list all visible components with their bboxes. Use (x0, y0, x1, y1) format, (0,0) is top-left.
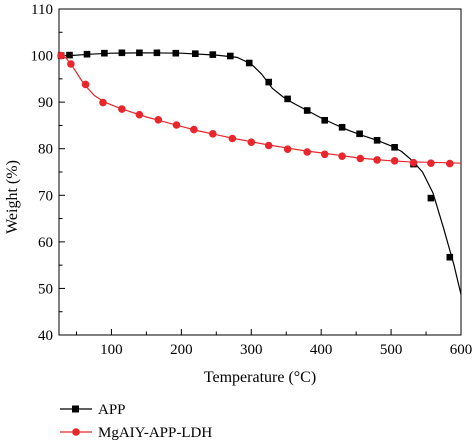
data-point-mgaiy-app-ldh (373, 156, 381, 164)
y-tick-label: 60 (38, 235, 53, 251)
y-tick-label: 40 (38, 328, 53, 344)
y-tick-label: 80 (38, 142, 53, 158)
x-tick-label: 200 (170, 342, 193, 358)
data-point-mgaiy-app-ldh (154, 116, 163, 124)
data-point-app (321, 117, 328, 124)
data-point-app (446, 253, 454, 261)
data-point-mgaiy-app-ldh (427, 159, 435, 167)
data-point-mgaiy-app-ldh (228, 134, 237, 143)
data-point-mgaiy-app-ldh (209, 130, 217, 138)
y-axis-label: Weight (%) (4, 160, 21, 234)
data-point-mgaiy-app-ldh (303, 148, 312, 156)
series-app (57, 49, 462, 295)
legend-marker-mgaiy-app-ldh (72, 428, 80, 436)
data-point-mgaiy-app-ldh (99, 98, 107, 107)
data-point-mgaiy-app-ldh (135, 110, 144, 119)
data-point-app (227, 52, 234, 60)
data-point-app (172, 49, 180, 57)
data-point-app (209, 51, 217, 58)
legend-entry-app: APP (60, 402, 126, 418)
x-tick-label: 100 (100, 342, 123, 358)
y-tick-label: 110 (31, 2, 53, 18)
data-point-app (338, 124, 346, 131)
data-point-mgaiy-app-ldh (67, 60, 75, 68)
legend: APP MgAIY-APP-LDH (60, 402, 212, 441)
x-axis-label: Temperature (°C) (204, 369, 316, 386)
y-tick-label: 50 (38, 281, 53, 297)
data-point-app (245, 59, 253, 67)
data-point-mgaiy-app-ldh (409, 158, 418, 167)
legend-label-mgaiy-app-ldh: MgAIY-APP-LDH (98, 425, 212, 441)
data-point-mgaiy-app-ldh (57, 51, 65, 60)
data-point-mgaiy-app-ldh (356, 154, 365, 163)
data-point-mgaiy-app-ldh (247, 138, 256, 146)
x-tick-label: 300 (240, 342, 263, 358)
data-point-app (391, 144, 398, 151)
data-point-mgaiy-app-ldh (338, 152, 346, 160)
x-tick-label: 600 (450, 342, 473, 358)
legend-marker-app (72, 405, 79, 413)
data-point-mgaiy-app-ldh (320, 150, 329, 159)
data-point-app (136, 49, 143, 57)
data-point-app (66, 51, 73, 59)
data-point-mgaiy-app-ldh (283, 145, 292, 153)
data-point-app (356, 130, 363, 138)
y-tick-label: 90 (38, 95, 53, 111)
data-point-app (373, 137, 381, 144)
legend-label-app: APP (98, 402, 126, 418)
plot-frame (58, 8, 462, 336)
y-tick-label: 100 (31, 49, 54, 65)
data-point-mgaiy-app-ldh (118, 105, 126, 113)
data-point-mgaiy-app-ldh (190, 125, 198, 134)
series-mgaiy-app-ldh (57, 51, 462, 168)
data-point-app (83, 50, 91, 58)
data-point-mgaiy-app-ldh (264, 141, 273, 150)
data-point-app (101, 49, 108, 57)
data-point-app (265, 78, 272, 86)
data-point-mgaiy-app-ldh (172, 121, 181, 129)
data-point-app (153, 49, 161, 57)
plot-border (58, 8, 462, 336)
data-point-mgaiy-app-ldh (390, 157, 399, 165)
data-point-app (284, 95, 291, 103)
data-point-mgaiy-app-ldh (446, 159, 454, 168)
x-tick-label: 400 (310, 342, 333, 358)
data-point-app (303, 107, 311, 114)
series-layer (57, 49, 462, 295)
legend-entry-mgaiy-app-ldh: MgAIY-APP-LDH (60, 425, 212, 441)
data-point-app (118, 49, 126, 57)
x-tick-label: 500 (380, 342, 403, 358)
data-point-app (427, 194, 435, 202)
data-point-mgaiy-app-ldh (81, 80, 90, 89)
data-point-app (192, 50, 199, 57)
axis-ticks: 40 50 60 70 80 90 100 110 100 200 300 400 500 600 (31, 2, 473, 358)
series-line-app (59, 52, 462, 295)
y-tick-label: 70 (38, 188, 53, 204)
